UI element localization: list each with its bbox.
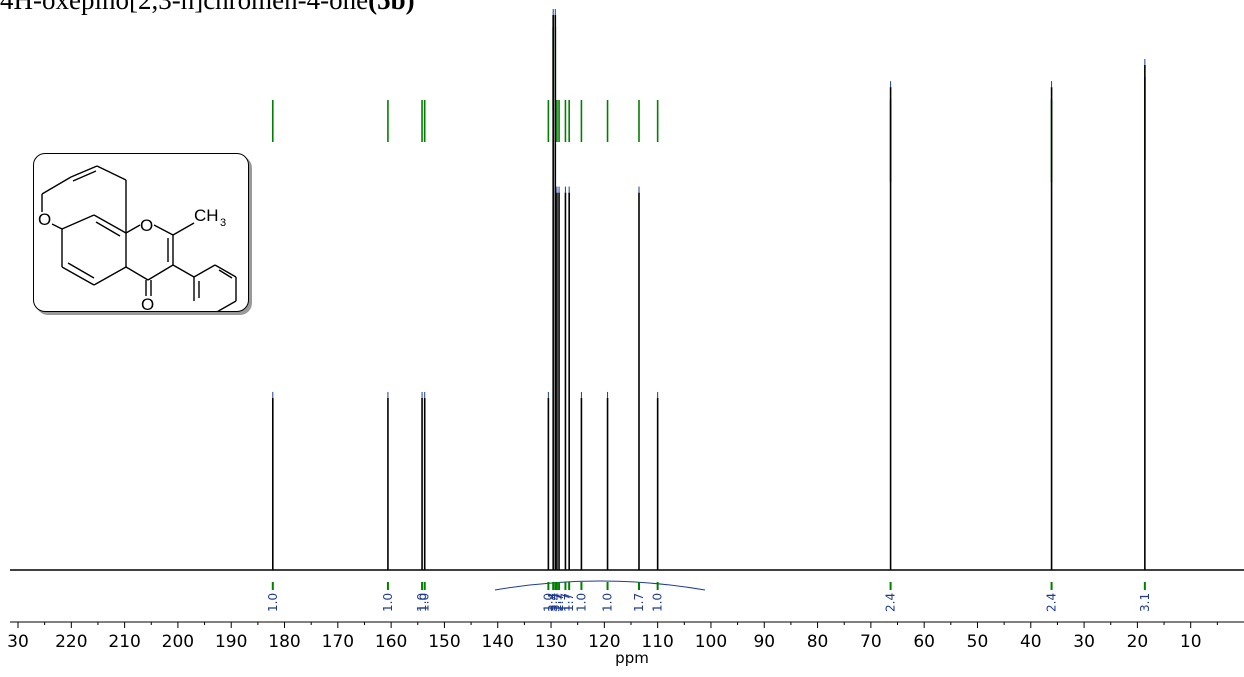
integral-label-15: 2.4 bbox=[884, 593, 898, 612]
x-axis-title: ppm bbox=[615, 649, 649, 667]
x-tick-label-1: 220 bbox=[55, 632, 87, 652]
integral-label-1: 1.0 bbox=[381, 593, 395, 612]
integral-label-5: 3.4 bbox=[546, 593, 560, 612]
x-axis: 30 220 210 200 190 180 170 160 150 140 130 120 110 10… bbox=[7, 621, 1244, 652]
integral-label-2: 1.0 bbox=[415, 593, 429, 612]
integral-label-10: 1.7 bbox=[562, 593, 576, 612]
x-tick-label-21: 20 bbox=[1127, 632, 1149, 652]
integral-label-8: 1.7 bbox=[552, 593, 566, 612]
x-tick-label-2: 210 bbox=[108, 632, 140, 652]
x-tick-label-5: 180 bbox=[268, 632, 300, 652]
page-title: 4H-oxepino[2,3-h]chromen-4-one(5b) bbox=[0, 0, 415, 17]
x-tick-label-4: 190 bbox=[215, 632, 247, 652]
integral-label-16: 2.4 bbox=[1045, 593, 1059, 612]
integral-label-11: 1.0 bbox=[574, 593, 588, 612]
structure-atom-methyl-subscript: 3 bbox=[220, 217, 226, 229]
x-tick-label-9: 140 bbox=[482, 632, 514, 652]
structure-atom-ring-oxygen: O bbox=[140, 216, 153, 235]
x-tick-label-18: 50 bbox=[967, 632, 989, 652]
x-tick-label-13: 100 bbox=[695, 632, 727, 652]
x-tick-label-3: 200 bbox=[162, 632, 194, 652]
x-tick-label-10: 130 bbox=[535, 632, 567, 652]
integral-label-7: 1.7 bbox=[550, 593, 564, 612]
integral-label-14: 1.0 bbox=[651, 593, 665, 612]
x-tick-label-6: 170 bbox=[322, 632, 354, 652]
chemical-structure: O O O CH 3 bbox=[33, 153, 249, 312]
x-tick-label-12: 110 bbox=[641, 632, 673, 652]
x-tick-label-22: 10 bbox=[1180, 632, 1202, 652]
integral-region: 1.0 1.0 1.01.0 1.03.43.41.71.71.71.71.0 1.0 1… bbox=[266, 580, 1152, 612]
spectrum-peaks bbox=[271, 9, 1146, 570]
x-tick-label-17: 60 bbox=[913, 632, 935, 652]
structure-atom-carbonyl-oxygen: O bbox=[141, 295, 154, 311]
integral-label-4: 1.0 bbox=[541, 593, 555, 612]
structure-atom-ring-oxygen-left: O bbox=[38, 210, 51, 229]
x-tick-label-19: 40 bbox=[1020, 632, 1042, 652]
peak-pick-markers bbox=[271, 27, 1146, 183]
x-tick-label-8: 150 bbox=[428, 632, 460, 652]
integral-curve bbox=[494, 580, 706, 591]
integral-label-6: 3.4 bbox=[548, 593, 562, 612]
structure-atom-methyl: CH bbox=[194, 206, 219, 225]
x-tick-label-15: 80 bbox=[807, 632, 829, 652]
structure-bonds bbox=[41, 165, 237, 311]
x-tick-label-20: 30 bbox=[1073, 632, 1095, 652]
x-tick-label-16: 70 bbox=[860, 632, 882, 652]
integral-label-0: 1.0 bbox=[266, 593, 280, 612]
title-compound-label: (5b) bbox=[368, 0, 415, 15]
integral-label-13: 1.7 bbox=[632, 593, 646, 612]
integral-label-3: 1.0 bbox=[418, 593, 432, 612]
integral-label-9: 1.7 bbox=[558, 593, 572, 612]
integral-label-12: 1.0 bbox=[601, 593, 615, 612]
x-tick-label-14: 90 bbox=[753, 632, 775, 652]
x-tick-label-0: 30 bbox=[7, 632, 29, 652]
x-tick-label-7: 160 bbox=[375, 632, 407, 652]
title-compound-name: 4H-oxepino[2,3-h]chromen-4-one bbox=[0, 0, 369, 15]
integral-label-17: 3.1 bbox=[1138, 593, 1152, 612]
x-tick-label-11: 120 bbox=[588, 632, 620, 652]
